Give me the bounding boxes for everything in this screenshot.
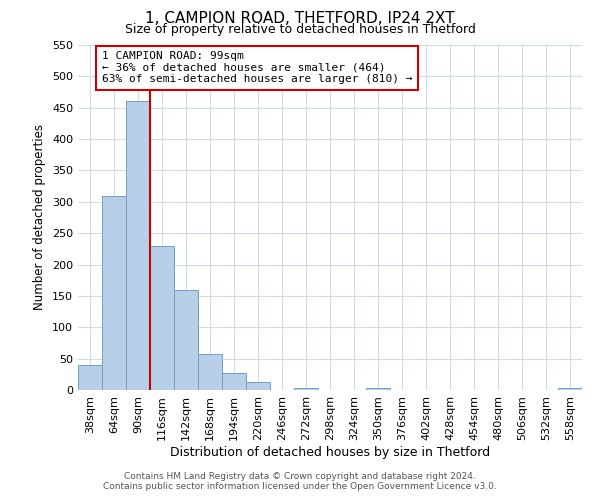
- Bar: [558, 388, 582, 390]
- Bar: [222, 373, 246, 390]
- Bar: [126, 102, 150, 390]
- Bar: [294, 388, 318, 390]
- Bar: [198, 354, 222, 390]
- Text: Contains HM Land Registry data © Crown copyright and database right 2024.: Contains HM Land Registry data © Crown c…: [124, 472, 476, 481]
- Bar: [102, 196, 126, 390]
- Bar: [174, 290, 198, 390]
- X-axis label: Distribution of detached houses by size in Thetford: Distribution of detached houses by size …: [170, 446, 490, 458]
- Bar: [150, 246, 174, 390]
- Text: 1, CAMPION ROAD, THETFORD, IP24 2XT: 1, CAMPION ROAD, THETFORD, IP24 2XT: [145, 11, 455, 26]
- Bar: [366, 388, 390, 390]
- Y-axis label: Number of detached properties: Number of detached properties: [34, 124, 46, 310]
- Text: Contains public sector information licensed under the Open Government Licence v3: Contains public sector information licen…: [103, 482, 497, 491]
- Bar: [78, 365, 102, 390]
- Text: 1 CAMPION ROAD: 99sqm
← 36% of detached houses are smaller (464)
63% of semi-det: 1 CAMPION ROAD: 99sqm ← 36% of detached …: [102, 52, 413, 84]
- Bar: [246, 382, 270, 390]
- Text: Size of property relative to detached houses in Thetford: Size of property relative to detached ho…: [125, 22, 475, 36]
